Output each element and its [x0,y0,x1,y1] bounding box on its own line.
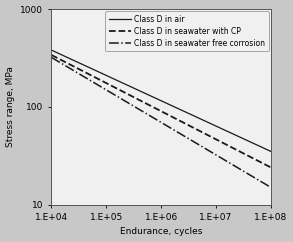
Class D in air [50,49,53,52]
Class D in seawater with CP [154,107,157,110]
Y-axis label: Stress range, MPa: Stress range, MPa [6,66,15,147]
Class D in air [155,97,159,100]
Class D in seawater free corrosion [154,118,157,121]
Class D in air [229,132,233,135]
Legend: Class D in air, Class D in seawater with CP, Class D in seawater free corrosion: Class D in air, Class D in seawater with… [105,11,268,51]
Class D in seawater with CP [168,114,172,117]
Class D in seawater free corrosion [50,56,53,59]
Class D in air [264,147,267,150]
Class D in seawater with CP [180,121,184,123]
Class D in air [154,97,157,100]
Class D in seawater with CP [50,53,53,56]
Class D in seawater free corrosion [155,119,159,121]
Class D in seawater free corrosion [180,133,184,136]
Class D in seawater with CP [155,108,159,111]
Class D in seawater with CP [269,166,272,169]
Line: Class D in air: Class D in air [52,50,271,151]
Class D in air [180,109,184,112]
Class D in seawater with CP [229,146,233,149]
Line: Class D in seawater free corrosion: Class D in seawater free corrosion [52,57,271,187]
Class D in seawater with CP [264,163,267,166]
Class D in seawater free corrosion [264,183,267,186]
Class D in seawater free corrosion [269,186,272,189]
Class D in seawater free corrosion [168,126,172,129]
X-axis label: Endurance, cycles: Endurance, cycles [120,227,202,236]
Class D in air [168,103,172,106]
Class D in seawater free corrosion [229,162,233,165]
Class D in air [269,150,272,153]
Line: Class D in seawater with CP: Class D in seawater with CP [52,55,271,167]
